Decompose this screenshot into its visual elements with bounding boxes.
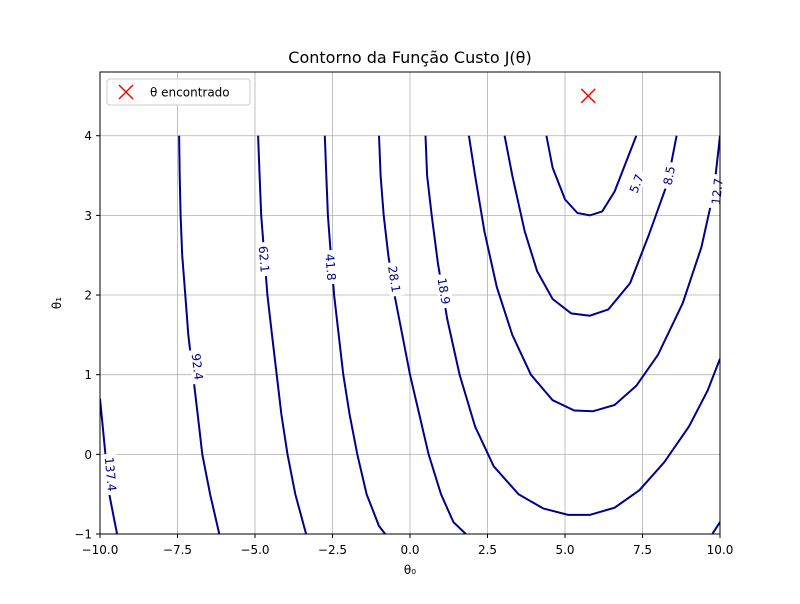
contour-label: 5.7 (627, 172, 647, 195)
contour-label-bg (188, 349, 207, 385)
chart-title: Contorno da Função Custo J(θ) (288, 48, 531, 67)
contour-line (503, 135, 678, 317)
contour-line (545, 135, 638, 217)
x-tick-label: −10.0 (82, 543, 119, 557)
y-tick-label: 2 (84, 289, 92, 303)
contour-line (257, 135, 308, 534)
contour-label-bg (659, 160, 679, 191)
contour-label-bg (384, 261, 405, 297)
legend: θ encontrado (106, 78, 251, 106)
y-tick-label: −1 (74, 528, 92, 542)
contour-line (467, 135, 720, 413)
theta-found-marker (580, 88, 596, 104)
x-tick-label: 10.0 (707, 543, 734, 557)
contour-label-bg (624, 168, 648, 199)
x-tick-label: 2.5 (478, 543, 497, 557)
contour-line (178, 135, 221, 534)
axis-ticks: −10.0 −7.5 −5.0 −2.5 0.0 2.5 5.0 7.5 10.0 −1 0 1 2 3 4 (74, 129, 733, 557)
contour-line (378, 135, 467, 534)
contour-label-bg (434, 273, 454, 309)
contour-label: 41.8 (322, 253, 338, 281)
contour-label: 28.1 (385, 265, 403, 294)
contour-label: 62.1 (256, 245, 272, 273)
contour-label: 8.5 (661, 165, 678, 186)
contour-label: 12.7 (709, 177, 726, 205)
x-axis-label: θ₀ (404, 563, 416, 577)
contour-label: 137.4 (102, 457, 119, 493)
y-tick-label: 1 (84, 368, 92, 382)
contour-label-bg (322, 249, 340, 285)
y-tick-label: 3 (84, 209, 92, 223)
contour-labels: 5.7 8.5 12.7 18.9 28.1 41.8 62.1 92.4 137.4 (101, 160, 726, 496)
x-tick-label: 7.5 (633, 543, 652, 557)
contour-line (424, 135, 720, 516)
grid-lines (99, 72, 721, 535)
contour-label-bg (255, 241, 273, 277)
marker-stroke (580, 88, 596, 104)
legend-marker (118, 84, 134, 100)
y-tick-label: 4 (84, 129, 92, 143)
contour-line (711, 521, 720, 534)
contour-label: 18.9 (434, 277, 452, 306)
contour-label: 92.4 (189, 353, 206, 381)
contour-label-bg (101, 453, 120, 496)
x-tick-label: 0.0 (400, 543, 419, 557)
x-tick-label: −7.5 (163, 543, 192, 557)
x-tick-label: −2.5 (318, 543, 347, 557)
y-axis-label: θ₁ (50, 297, 64, 309)
legend-box (106, 78, 251, 106)
x-tick-label: 5.0 (555, 543, 574, 557)
contour-label-bg (708, 173, 726, 210)
y-tick-label: 0 (84, 448, 92, 462)
x-tick-label: −5.0 (240, 543, 269, 557)
contour-lines (100, 135, 720, 534)
contour-line (323, 135, 386, 534)
legend-label: θ encontrado (150, 86, 230, 100)
